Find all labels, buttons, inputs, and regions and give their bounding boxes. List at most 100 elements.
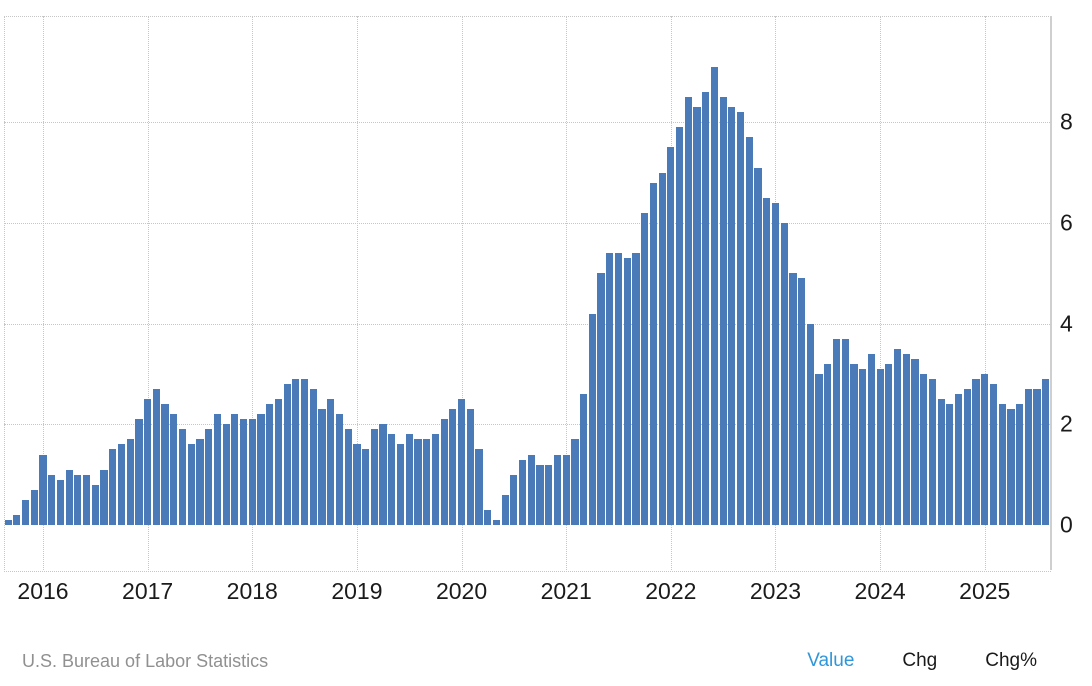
bar[interactable] (693, 107, 701, 525)
bar[interactable] (388, 434, 396, 525)
bar[interactable] (457, 399, 466, 525)
bar[interactable] (335, 414, 344, 525)
bar[interactable] (431, 434, 439, 525)
bar[interactable] (771, 202, 780, 525)
bar[interactable] (536, 464, 544, 525)
bar[interactable] (292, 378, 300, 525)
tab-chg[interactable]: Chg (902, 650, 938, 671)
bar[interactable] (205, 429, 213, 525)
bar[interactable] (588, 313, 596, 525)
bar[interactable] (614, 253, 623, 525)
bar[interactable] (117, 444, 126, 525)
bar[interactable] (989, 384, 998, 525)
bar[interactable] (4, 519, 12, 525)
bar[interactable] (606, 253, 614, 525)
tab-chg-percent[interactable]: Chg% (985, 650, 1037, 671)
bar[interactable] (658, 172, 666, 525)
bar[interactable] (710, 66, 719, 525)
bar[interactable] (832, 338, 841, 525)
bar[interactable] (545, 464, 553, 525)
bar[interactable] (109, 449, 117, 525)
bar[interactable] (1024, 389, 1032, 525)
bar[interactable] (187, 444, 195, 525)
bar[interactable] (946, 404, 954, 525)
bar[interactable] (562, 454, 570, 525)
bar[interactable] (178, 429, 187, 525)
bar[interactable] (815, 373, 823, 525)
bar[interactable] (902, 353, 910, 525)
bar[interactable] (867, 353, 875, 525)
bar[interactable] (414, 439, 422, 525)
bar[interactable] (83, 474, 91, 525)
bar[interactable] (440, 419, 448, 525)
bar[interactable] (519, 459, 527, 525)
bar[interactable] (937, 399, 945, 525)
bar[interactable] (1007, 409, 1015, 525)
bar[interactable] (667, 147, 675, 525)
bar[interactable] (21, 499, 30, 525)
bar[interactable] (737, 112, 745, 525)
bar[interactable] (841, 338, 849, 525)
bar[interactable] (449, 409, 457, 525)
bar[interactable] (283, 384, 291, 525)
bar[interactable] (597, 273, 605, 525)
bar[interactable] (911, 358, 919, 525)
bar[interactable] (135, 419, 143, 525)
bar[interactable] (789, 273, 797, 525)
bar[interactable] (745, 137, 753, 525)
tab-value[interactable]: Value (807, 650, 855, 671)
bar[interactable] (266, 404, 274, 525)
bar[interactable] (806, 323, 814, 525)
bar[interactable] (222, 424, 230, 525)
bar[interactable] (353, 444, 361, 525)
bar[interactable] (466, 409, 474, 525)
bar[interactable] (126, 439, 134, 525)
bar[interactable] (370, 429, 378, 525)
bar[interactable] (675, 127, 684, 525)
bar[interactable] (763, 197, 771, 525)
bar[interactable] (213, 414, 221, 525)
bar[interactable] (920, 373, 928, 525)
bar[interactable] (641, 212, 649, 525)
bar[interactable] (963, 389, 971, 525)
bar[interactable] (379, 424, 387, 525)
bar[interactable] (1016, 404, 1024, 525)
bar[interactable] (780, 222, 788, 525)
bar[interactable] (553, 454, 562, 525)
bar[interactable] (13, 514, 21, 525)
bar[interactable] (161, 404, 169, 525)
bar[interactable] (955, 394, 963, 525)
bar[interactable] (196, 439, 204, 525)
bar[interactable] (859, 368, 867, 525)
bar[interactable] (798, 278, 806, 525)
bar[interactable] (318, 409, 326, 525)
bar[interactable] (39, 454, 47, 525)
bar[interactable] (824, 363, 832, 525)
bar[interactable] (1042, 378, 1050, 525)
bar[interactable] (100, 469, 108, 525)
bar[interactable] (405, 434, 413, 525)
bar[interactable] (754, 167, 762, 525)
bar[interactable] (274, 399, 283, 525)
bar[interactable] (30, 489, 38, 525)
bar[interactable] (301, 378, 309, 525)
bar[interactable] (152, 389, 160, 525)
bar[interactable] (928, 378, 937, 525)
bar[interactable] (580, 394, 588, 525)
bar[interactable] (396, 444, 405, 525)
bar[interactable] (1033, 389, 1041, 525)
bar[interactable] (257, 414, 265, 525)
bar[interactable] (65, 469, 73, 525)
bar[interactable] (248, 419, 256, 525)
bar[interactable] (632, 253, 640, 525)
bar[interactable] (893, 348, 902, 525)
bar[interactable] (362, 449, 370, 525)
bar[interactable] (850, 363, 858, 525)
bar[interactable] (91, 484, 99, 525)
bar[interactable] (48, 474, 56, 525)
bar[interactable] (484, 509, 492, 525)
bar[interactable] (527, 454, 535, 525)
bar[interactable] (510, 474, 518, 525)
bar[interactable] (571, 439, 579, 525)
bar[interactable] (423, 439, 431, 525)
